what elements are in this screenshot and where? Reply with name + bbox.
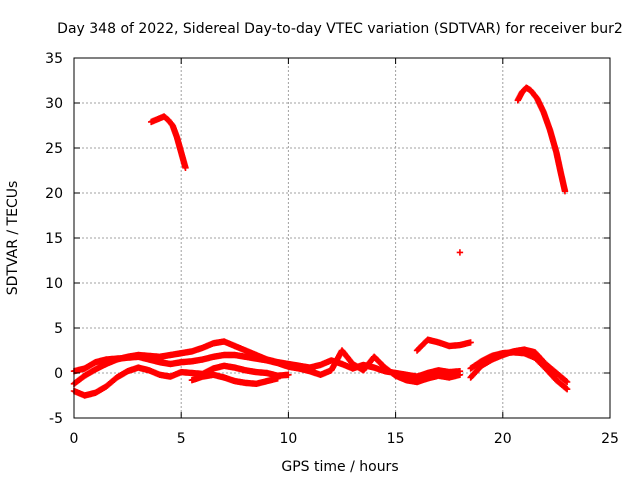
data-points — [70, 84, 571, 399]
chart-title: Day 348 of 2022, Sidereal Day-to-day VTE… — [57, 21, 623, 37]
series-arc-g — [467, 349, 571, 393]
y-tick-label: 0 — [54, 366, 63, 382]
x-axis-label: GPS time / hours — [281, 459, 398, 475]
y-tick-label: 25 — [45, 141, 63, 157]
data-point-marker — [456, 371, 464, 378]
x-tick-label: 20 — [494, 431, 512, 447]
series-outlier — [456, 249, 464, 256]
series-arc-c — [70, 362, 292, 399]
data-point-marker — [467, 339, 474, 346]
y-tick-label: 15 — [45, 231, 63, 247]
x-tick-label: 5 — [177, 431, 186, 447]
data-point-marker — [561, 188, 569, 195]
series-arc-h — [147, 113, 189, 171]
series-arc-b — [70, 347, 464, 386]
series-arc-i — [514, 84, 569, 195]
y-tick-label: 10 — [45, 276, 63, 292]
x-tick-label: 0 — [70, 431, 79, 447]
axis-ticks: -5 0 5 10 15 20 25 30 35 0 5 10 15 20 25 — [45, 51, 619, 447]
data-point-marker — [182, 164, 189, 171]
y-tick-label: -5 — [49, 411, 63, 427]
data-point-marker — [274, 375, 281, 382]
data-point-marker — [563, 378, 571, 386]
x-tick-label: 15 — [387, 431, 405, 447]
series-arc-d — [188, 371, 281, 387]
y-tick-label: 5 — [54, 321, 63, 337]
data-point-marker — [563, 386, 571, 393]
y-tick-label: 30 — [45, 96, 63, 112]
grid-layer — [74, 58, 610, 418]
y-tick-label: 35 — [45, 51, 63, 67]
y-tick-label: 20 — [45, 186, 63, 202]
series-arc-e — [413, 336, 474, 354]
data-point-marker — [456, 249, 464, 256]
x-tick-label: 10 — [279, 431, 297, 447]
y-axis-label: SDTVAR / TECUs — [5, 181, 21, 296]
x-tick-label: 25 — [601, 431, 619, 447]
data-point-marker — [285, 371, 292, 378]
